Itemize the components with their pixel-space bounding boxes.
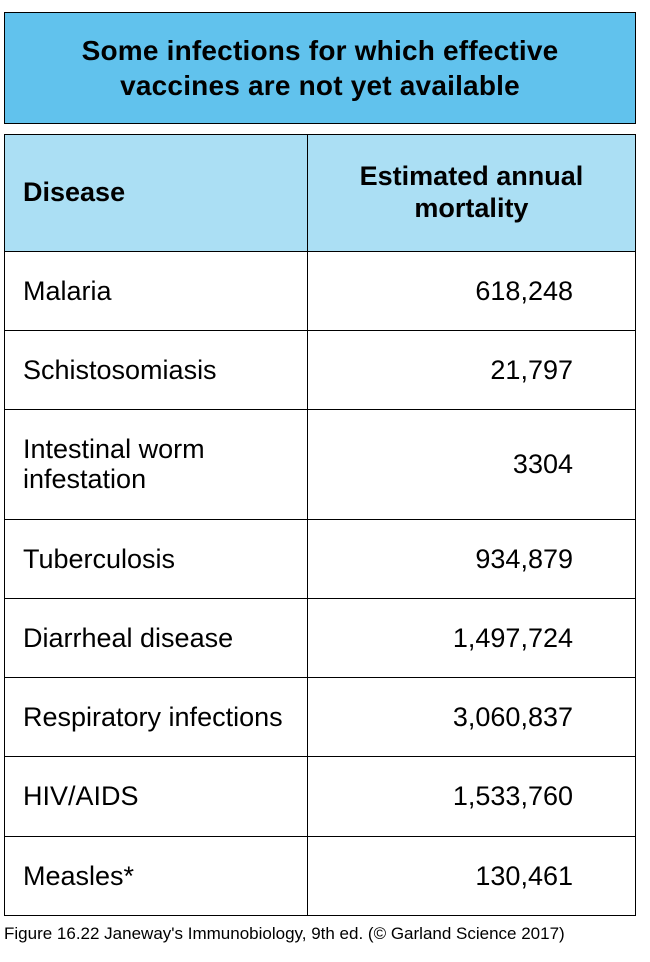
cell-disease: Schistosomiasis: [5, 330, 308, 409]
header-mortality: Estimated annual mortality: [307, 135, 635, 252]
table-row: Diarrheal disease 1,497,724: [5, 598, 636, 677]
cell-mortality: 3304: [307, 410, 635, 519]
cell-disease: Respiratory infections: [5, 678, 308, 757]
table-row: Malaria 618,248: [5, 251, 636, 330]
cell-mortality: 934,879: [307, 519, 635, 598]
cell-disease: Intestinal worm infestation: [5, 410, 308, 519]
cell-disease: Measles*: [5, 836, 308, 915]
cell-mortality: 1,497,724: [307, 598, 635, 677]
header-disease: Disease: [5, 135, 308, 252]
cell-mortality: 130,461: [307, 836, 635, 915]
table-row: Intestinal worm infestation 3304: [5, 410, 636, 519]
cell-disease: Malaria: [5, 251, 308, 330]
table-row: Measles* 130,461: [5, 836, 636, 915]
title-gap: [4, 124, 636, 134]
cell-mortality: 3,060,837: [307, 678, 635, 757]
table-row: Respiratory infections 3,060,837: [5, 678, 636, 757]
cell-disease: HIV/AIDS: [5, 757, 308, 836]
figure-table: Some infections for which effective vacc…: [4, 12, 636, 916]
cell-mortality: 618,248: [307, 251, 635, 330]
table-row: Schistosomiasis 21,797: [5, 330, 636, 409]
table-row: Tuberculosis 934,879: [5, 519, 636, 598]
cell-disease: Tuberculosis: [5, 519, 308, 598]
disease-table: Disease Estimated annual mortality Malar…: [4, 134, 636, 916]
table-row: HIV/AIDS 1,533,760: [5, 757, 636, 836]
cell-disease: Diarrheal disease: [5, 598, 308, 677]
table-title: Some infections for which effective vacc…: [4, 12, 636, 124]
header-row: Disease Estimated annual mortality: [5, 135, 636, 252]
figure-caption: Figure 16.22 Janeway's Immunobiology, 9t…: [4, 924, 650, 944]
cell-mortality: 1,533,760: [307, 757, 635, 836]
cell-mortality: 21,797: [307, 330, 635, 409]
